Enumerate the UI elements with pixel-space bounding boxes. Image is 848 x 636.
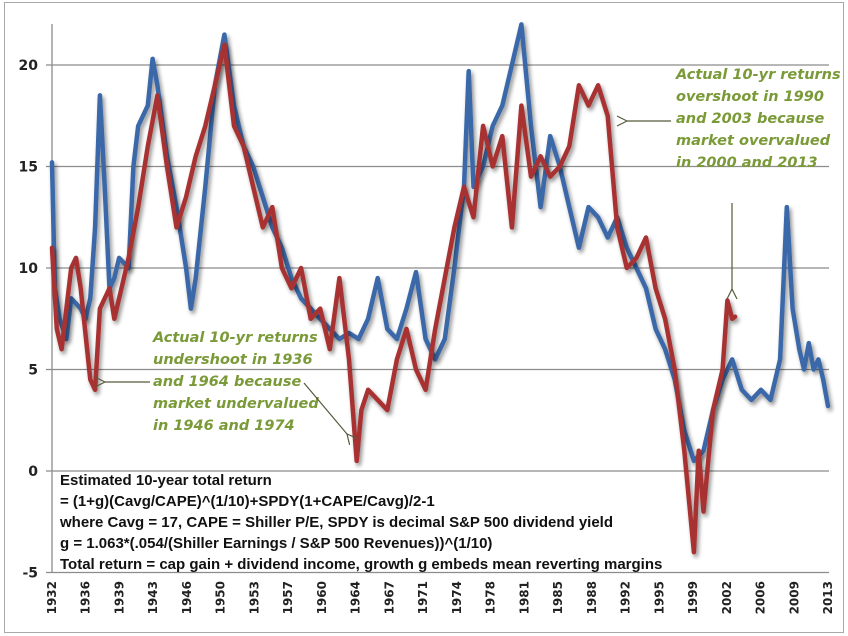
annotation-line: Actual 10-yr returns (675, 67, 841, 83)
y-tick-label: 0 (28, 464, 38, 480)
arrow-to-1964 (303, 382, 347, 434)
annotation-line: and 2003 because (676, 111, 824, 127)
x-tick-label: 2002 (720, 581, 734, 614)
y-tick-label: 20 (19, 58, 39, 74)
x-tick-label: 1936 (79, 581, 93, 614)
x-tick-label: 2009 (787, 581, 801, 614)
y-tick-label: 10 (19, 261, 39, 277)
annotation-line: in 2000 and 2013 (676, 155, 818, 171)
x-tick-label: 1957 (281, 581, 295, 614)
x-tick-labels: 1932 1936 1939 1943 1946 1950 1953 1957 1960 1964… (45, 581, 835, 614)
annotation-line: market undervalued (153, 396, 319, 412)
formula-line: = (1+g)(Cavg/CAPE)^(1/10)+SPDY(1+CAPE/Ca… (60, 493, 435, 510)
annotation-line: market overvalued (676, 133, 831, 149)
y-tick-label: 15 (19, 160, 38, 176)
overshoot-annotation: Actual 10-yr returns overshoot in 1990 a… (627, 67, 841, 289)
x-tick-label: 1988 (585, 581, 599, 614)
x-tick-label: 1999 (686, 581, 700, 614)
x-tick-label: 1950 (214, 581, 228, 614)
x-tick-label: 1960 (315, 581, 329, 614)
annotation-line: overshoot in 1990 (676, 89, 824, 105)
formula-line: Total return = cap gain + dividend incom… (60, 556, 662, 573)
annotation-line: in 1946 and 1974 (153, 418, 295, 434)
formula-box: Estimated 10-year total return = (1+g)(C… (59, 472, 662, 573)
x-tick-label: 1932 (45, 581, 59, 614)
x-tick-label: 1964 (349, 581, 363, 614)
x-tick-label: 1953 (247, 581, 261, 614)
annotation-line: and 1964 because (153, 374, 301, 390)
y-tick-label: -5 (22, 566, 38, 582)
formula-line: where Cavg = 17, CAPE = Shiller P/E, SPD… (59, 514, 613, 531)
undershoot-annotation: Actual 10-yr returns undershoot in 1936 … (105, 330, 347, 434)
y-tick-label: 5 (28, 363, 38, 379)
formula-line: g = 1.063*(.054/(Shiller Earnings / S&P … (60, 535, 492, 552)
x-tick-label: 1939 (112, 581, 126, 614)
x-tick-label: 1971 (416, 581, 430, 614)
x-tick-label: 1992 (619, 581, 633, 614)
annotation-line: undershoot in 1936 (153, 352, 313, 368)
x-tick-label: 1978 (484, 581, 498, 614)
x-tick-label: 2006 (754, 581, 768, 614)
x-tick-label: 1967 (382, 581, 396, 614)
x-tick-label: 1946 (180, 581, 194, 614)
x-tick-label: 1995 (652, 581, 666, 614)
annotation-line: Actual 10-yr returns (152, 330, 318, 346)
series-lines (49, 22, 831, 555)
x-tick-label: 1985 (551, 581, 565, 614)
x-tick-label: 1943 (146, 581, 160, 614)
x-tick-label: 1981 (517, 581, 531, 614)
x-tick-label: 1974 (450, 581, 464, 614)
formula-line: Estimated 10-year total return (60, 472, 272, 489)
y-tick-labels: -5 0 5 10 15 20 (19, 58, 39, 582)
x-tick-label: 2013 (821, 581, 835, 614)
series-actual-line (49, 42, 738, 555)
